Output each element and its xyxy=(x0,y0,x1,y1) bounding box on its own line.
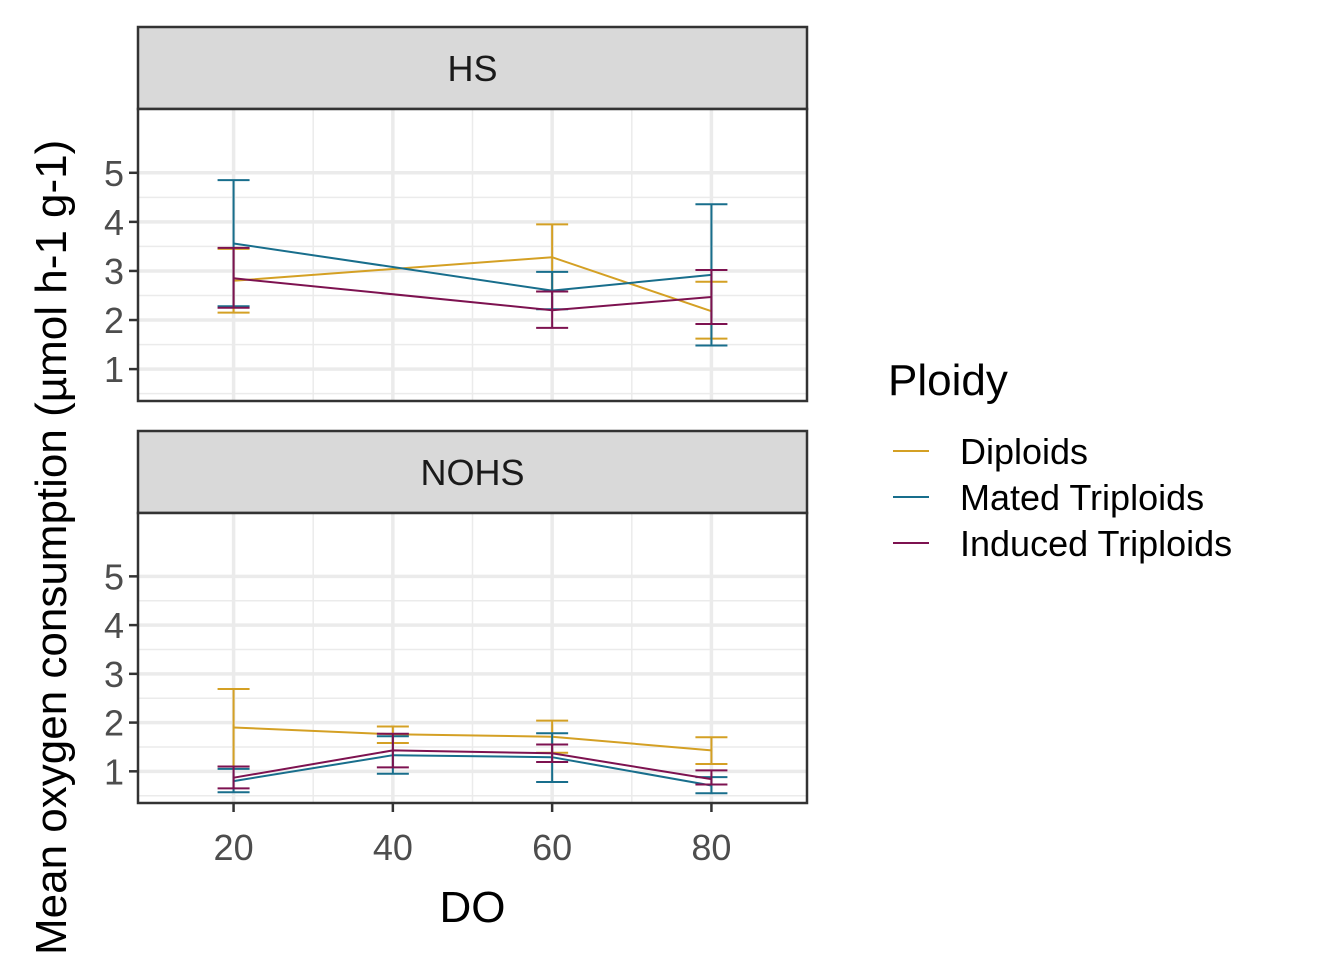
x-tick-label: 80 xyxy=(691,827,731,868)
y-tick-label: 2 xyxy=(104,300,124,341)
strip-hs xyxy=(136,25,809,111)
y-tick-label: 4 xyxy=(104,202,124,243)
legend-title: Ploidy xyxy=(888,356,1008,405)
y-tick-label: 1 xyxy=(104,349,124,390)
y-tick-label: 3 xyxy=(104,251,124,292)
legend-label-mated-triploids: Mated Triploids xyxy=(960,477,1204,518)
series-line-induced-triploids-nohs xyxy=(233,749,712,781)
x-tick-label: 20 xyxy=(214,827,254,868)
y-axis-title: Mean oxygen consumption (µmol h-1 g-1) xyxy=(27,140,76,955)
legend-label-diploids: Diploids xyxy=(960,431,1088,472)
series-line-diploids-nohs xyxy=(233,726,712,752)
series-line-mated-triploids-nohs xyxy=(233,754,712,787)
y-tick-label: 1 xyxy=(104,751,124,792)
panel-border-nohs xyxy=(136,511,809,805)
strip-label-hs: HS xyxy=(447,48,497,89)
strip-label-nohs: NOHS xyxy=(420,452,524,493)
y-tick-label: 2 xyxy=(104,703,124,744)
y-tick-label: 4 xyxy=(104,605,124,646)
legend-label-induced-triploids: Induced Triploids xyxy=(960,523,1232,564)
panel-border-hs xyxy=(136,107,809,403)
x-tick-label: 40 xyxy=(373,827,413,868)
y-tick-label: 3 xyxy=(104,654,124,695)
x-axis-title: DO xyxy=(440,883,506,932)
x-tick-label: 60 xyxy=(532,827,572,868)
y-tick-label: 5 xyxy=(104,556,124,597)
y-tick-label: 5 xyxy=(104,153,124,194)
